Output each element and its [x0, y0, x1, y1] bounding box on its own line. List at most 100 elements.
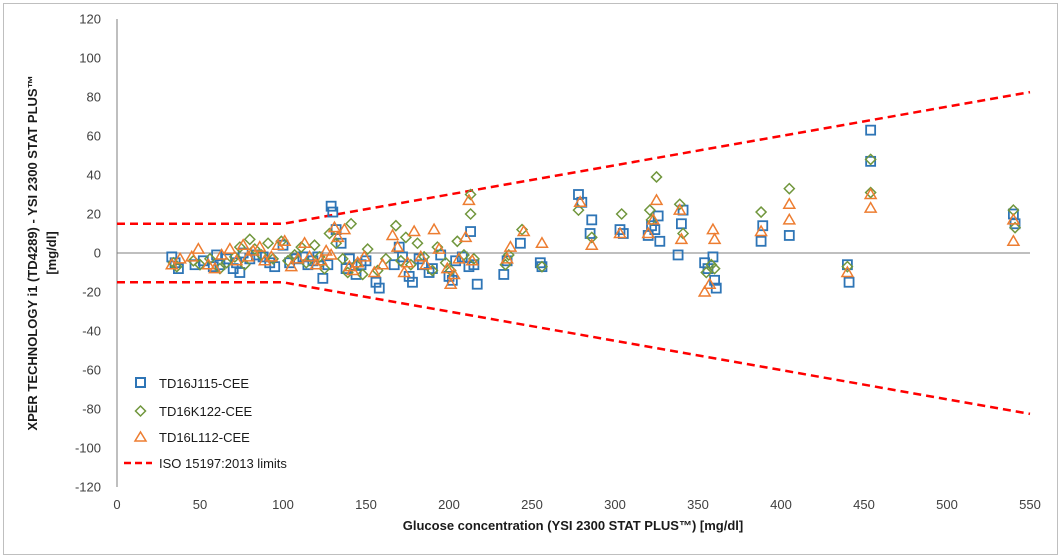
data-point-square	[166, 251, 178, 263]
chart-frame	[3, 3, 1058, 555]
x-tick-label: 150	[355, 497, 377, 512]
data-point-diamond	[676, 227, 690, 240]
data-point-square	[370, 276, 382, 288]
data-point-square	[325, 200, 337, 212]
data-point-triangle	[584, 238, 599, 250]
data-point-diamond	[261, 237, 275, 250]
data-point-diamond	[585, 231, 598, 244]
data-point-diamond	[502, 248, 515, 262]
data-point-triangle	[863, 201, 878, 213]
data-point-triangle	[697, 285, 712, 297]
data-point-triangle	[458, 230, 473, 243]
data-point-diamond	[243, 233, 256, 246]
data-point-diamond	[356, 268, 369, 281]
axes	[116, 19, 1030, 487]
data-point-diamond	[572, 204, 585, 217]
data-point-triangle	[314, 253, 328, 266]
data-point-triangle	[350, 255, 365, 268]
x-tick-label: 400	[770, 497, 792, 512]
data-point-diamond	[170, 260, 183, 273]
data-point-triangle	[418, 257, 433, 270]
data-point-diamond	[457, 248, 471, 262]
data-point-diamond	[1008, 221, 1022, 234]
legend-label-series-1: TD16J115-CEE	[159, 376, 249, 391]
iso-limit-upper	[117, 90, 1031, 226]
data-point-diamond	[615, 207, 628, 221]
data-point-square	[649, 224, 661, 236]
x-axis-title: Glucose concentration (YSI 2300 STAT PLU…	[403, 518, 743, 533]
data-point-triangle	[500, 251, 514, 264]
y-tick-label: 60	[87, 129, 101, 144]
data-point-triangle	[264, 249, 279, 262]
data-point-triangle	[208, 261, 222, 274]
data-point-diamond	[411, 237, 424, 250]
y-tick-label: -60	[82, 363, 101, 378]
legend-label-series-2: TD16K122-CEE	[159, 404, 253, 419]
data-point-triangle	[407, 224, 421, 237]
iso-limit-lower	[117, 281, 1031, 416]
data-point-diamond	[864, 186, 877, 199]
data-point-triangle	[863, 187, 878, 200]
data-point-triangle	[164, 257, 179, 270]
data-point-diamond	[389, 219, 402, 232]
data-point-diamond	[439, 256, 452, 269]
data-point-diamond	[464, 188, 477, 201]
data-point-square	[446, 274, 458, 286]
data-point-triangle	[443, 277, 458, 289]
data-point-triangle	[413, 249, 428, 262]
x-tick-label: 50	[193, 497, 207, 512]
data-point-diamond	[650, 170, 663, 184]
data-point-triangle	[284, 259, 299, 272]
data-point-triangle	[191, 242, 206, 254]
data-point-diamond	[394, 254, 407, 267]
data-point-triangle	[291, 251, 305, 264]
data-point-triangle	[613, 226, 627, 239]
data-point-triangle	[345, 263, 360, 276]
data-point-triangle	[1006, 212, 1021, 225]
data-point-diamond	[464, 207, 477, 221]
data-point-triangle	[754, 224, 768, 237]
data-point-diamond	[220, 256, 233, 269]
data-point-diamond	[361, 243, 374, 256]
y-tick-label: 0	[94, 246, 101, 261]
data-point-triangle	[330, 230, 345, 243]
data-point-triangle	[375, 257, 390, 270]
data-point-diamond	[755, 205, 768, 219]
y-tick-label: 80	[87, 90, 101, 105]
data-point-diamond	[673, 198, 686, 211]
data-point-triangle	[649, 193, 664, 206]
data-point-triangle	[319, 244, 333, 256]
legend-marker-square	[135, 377, 146, 388]
x-tick-label: 500	[936, 497, 958, 512]
data-point-square	[514, 237, 526, 249]
data-point-diamond	[535, 260, 549, 273]
data-point-square	[865, 155, 877, 167]
x-tick-label: 0	[113, 497, 120, 512]
data-point-triangle	[246, 244, 260, 256]
y-tick-labels: 120 100 80 60 40 20 0 -20 -40 -60 -80 -100 -120	[75, 12, 101, 495]
data-point-triangle	[257, 253, 272, 266]
data-point-diamond	[336, 252, 349, 265]
data-point-square	[755, 235, 767, 247]
data-point-square	[843, 276, 855, 288]
data-point-square	[435, 249, 447, 261]
y-tick-label: -40	[82, 324, 101, 339]
data-point-triangle	[357, 249, 372, 262]
y-tick-label: -100	[75, 441, 101, 456]
data-point-diamond	[841, 260, 854, 273]
data-point-triangle	[223, 242, 237, 254]
data-point-triangle	[214, 247, 229, 260]
data-point-diamond	[783, 182, 796, 195]
y-tick-label: 40	[87, 168, 101, 183]
y-axis-title-line2: [mg/dl]	[44, 231, 59, 274]
data-point-diamond	[295, 241, 308, 254]
data-point-diamond	[228, 250, 241, 263]
data-point-triangle	[707, 232, 722, 245]
data-point-triangle	[277, 234, 292, 247]
data-point-triangle	[674, 232, 689, 245]
data-point-triangle	[440, 261, 455, 274]
data-point-triangle	[327, 220, 342, 233]
y-tick-label: 120	[79, 12, 101, 27]
data-point-triangle	[297, 236, 312, 248]
